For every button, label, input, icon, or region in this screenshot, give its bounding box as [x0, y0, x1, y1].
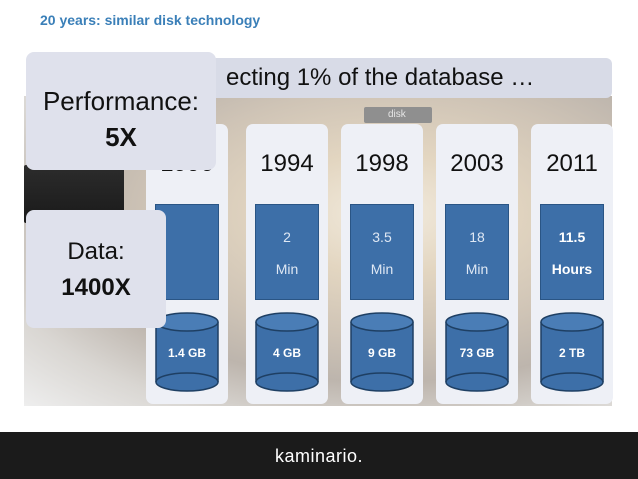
performance-value: 5X	[105, 122, 137, 152]
year-label: 2011	[546, 150, 598, 177]
time-value: 18	[469, 229, 485, 245]
time-unit: Hours	[551, 261, 593, 277]
year-column-1994: 1994 2 Min 4 GB	[246, 124, 328, 404]
capacity-label: 9 GB	[367, 346, 396, 360]
time-box: 3.5 Min	[350, 204, 414, 300]
disk-cylinder: 1.4 GB	[155, 312, 219, 392]
slide-title: 20 years: similar disk technology	[40, 12, 261, 28]
time-value: 3.5	[372, 229, 392, 245]
time-unit: Min	[275, 261, 299, 277]
data-label: Data:	[67, 238, 125, 265]
brand-logo: kaminario.	[274, 446, 364, 466]
cylinder-icon	[540, 312, 604, 392]
time-box: 18 Min	[445, 204, 509, 300]
cylinder-icon	[445, 312, 509, 392]
footer-bar: kaminario.	[0, 432, 638, 479]
time-box: 11.5 Hours	[540, 204, 604, 300]
disk-cylinder: 9 GB	[350, 312, 414, 392]
capacity-label: 4 GB	[272, 346, 301, 360]
year-column-2003: 2003 18 Min 73 GB	[436, 124, 518, 404]
time-unit: Min	[465, 261, 489, 277]
banner: ecting 1% of the database …	[186, 58, 612, 98]
cylinder-icon	[350, 312, 414, 392]
performance-callout: Performance: 5X	[26, 52, 216, 170]
year-column-1998: 1998 3.5 Min 9 GB	[341, 124, 423, 404]
time-unit: Min	[370, 261, 394, 277]
disk-cylinder: 73 GB	[445, 312, 509, 392]
data-value: 1400X	[61, 274, 131, 301]
capacity-label: 2 TB	[558, 346, 585, 360]
disk-cylinder: 4 GB	[255, 312, 319, 392]
capacity-label: 73 GB	[459, 346, 495, 360]
year-label: 2003	[450, 150, 504, 177]
performance-label: Performance:	[42, 86, 200, 116]
disk-label: disk	[364, 107, 432, 123]
time-box: 2 Min	[255, 204, 319, 300]
time-value: 2	[283, 229, 291, 245]
year-column-2011: 2011 11.5 Hours 2 TB	[531, 124, 613, 404]
time-value: 11.5	[558, 229, 586, 245]
capacity-label: 1.4 GB	[167, 346, 206, 360]
cylinder-icon	[155, 312, 219, 392]
year-label: 1998	[355, 150, 409, 177]
disk-cylinder: 2 TB	[540, 312, 604, 392]
cylinder-icon	[255, 312, 319, 392]
year-label: 1994	[260, 150, 314, 177]
data-callout: Data: 1400X	[26, 210, 166, 328]
